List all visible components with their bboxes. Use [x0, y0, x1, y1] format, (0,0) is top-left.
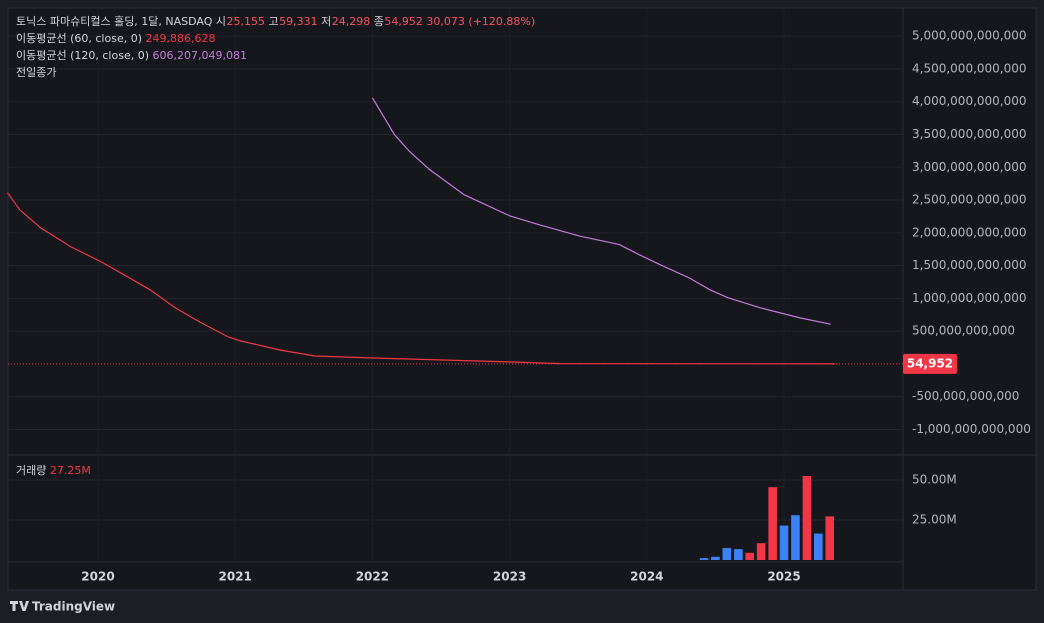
marks	[7, 97, 903, 560]
ohlc-label: 저	[321, 15, 331, 28]
y-tick-label: 2,000,000,000,000	[912, 225, 1027, 239]
x-tick-label: 2023	[493, 570, 526, 584]
legend-line: 토닉스 파마슈티컬스 홀딩, 1달, NASDAQ 시 25,155 고 59,…	[16, 15, 535, 28]
y-tick-label: 1,500,000,000,000	[912, 258, 1027, 272]
y-tick-label: -500,000,000,000	[912, 389, 1019, 403]
y-tick-label: 3,500,000,000,000	[912, 127, 1027, 141]
change: 30,073 (+120.88%)	[426, 15, 535, 28]
volume-bar	[825, 516, 835, 560]
x-tick-label: 2024	[630, 570, 663, 584]
y-tick-label: 3,000,000,000,000	[912, 160, 1027, 174]
grid	[8, 8, 903, 560]
volume-bar	[779, 525, 789, 560]
volume-legend: 거래량 27.25M	[16, 464, 91, 477]
logo: TradingView	[10, 600, 115, 614]
volume-tick-label: 25.00M	[912, 512, 957, 526]
volume-bar	[699, 558, 709, 560]
volume-bar	[722, 547, 732, 560]
series-value: 606,207,049,081	[153, 49, 247, 62]
y-tick-label: 2,500,000,000,000	[912, 193, 1027, 207]
ohlc-value: 54,952	[384, 15, 423, 28]
volume-bar	[711, 556, 720, 560]
y-tick-label: -1,000,000,000,000	[912, 422, 1031, 436]
prev-close-label: 전일종가	[16, 65, 56, 79]
logo-icon	[10, 601, 29, 611]
legend-line: 이동평균선 (120, close, 0) 606,207,049,081	[16, 49, 247, 62]
ma-line	[7, 192, 835, 365]
y-tick-label: 5,000,000,000,000	[912, 29, 1027, 43]
ma-line	[371, 97, 831, 325]
ohlc-value: 59,331	[279, 15, 318, 28]
y-tick-label: 500,000,000,000	[912, 324, 1015, 338]
series-name: 이동평균선 (60, close, 0)	[16, 32, 142, 45]
chart-frame	[7, 7, 1037, 591]
y-tick-label: 1,000,000,000,000	[912, 291, 1027, 305]
volume-bar	[802, 475, 812, 560]
volume-bar	[756, 543, 766, 560]
series-name: 이동평균선 (120, close, 0)	[16, 49, 149, 62]
y-tick-label: 4,000,000,000,000	[912, 94, 1027, 108]
volume-bar	[734, 549, 743, 560]
volume-bar	[791, 515, 800, 560]
ohlc-label: 시	[216, 15, 226, 28]
volume-value: 27.25M	[50, 464, 91, 477]
x-tick-label: 2022	[356, 570, 389, 584]
x-tick-label: 2025	[767, 570, 800, 584]
ohlc-value: 25,155	[227, 15, 266, 28]
ohlc-label: 고	[269, 15, 279, 28]
brand: TradingView	[32, 600, 115, 614]
x-tick-label: 2021	[219, 570, 252, 584]
volume-bar	[745, 552, 755, 560]
x-tick-label: 2020	[81, 570, 114, 584]
last-price-box	[903, 353, 957, 374]
y-tick-label: 4,500,000,000,000	[912, 61, 1027, 75]
volume-tick-label: 50.00M	[912, 472, 957, 486]
ohlc-label: 종	[374, 15, 384, 28]
volume-bar	[768, 487, 777, 560]
ohlc-value: 24,298	[332, 15, 371, 28]
legend-line: 이동평균선 (60, close, 0) 249,886,628	[16, 32, 215, 45]
last-price-label: 54,952	[907, 356, 953, 370]
series-value: 249,886,628	[146, 32, 216, 45]
labels: 5,000,000,000,000 4,500,000,000,000 4,000,…	[16, 15, 1031, 584]
symbol-title: 토닉스 파마슈티컬스 홀딩, 1달, NASDAQ	[16, 15, 213, 28]
volume-title: 거래량	[16, 464, 46, 477]
volume-bar	[814, 533, 823, 560]
